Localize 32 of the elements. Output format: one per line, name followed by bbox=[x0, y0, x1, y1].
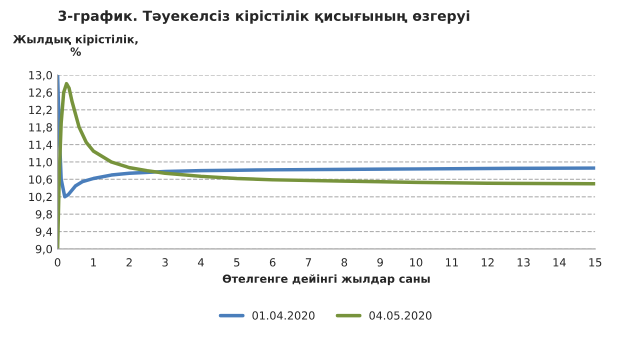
x-tick-label: 5 bbox=[234, 258, 240, 267]
y-tick-label: 11,4 bbox=[29, 140, 52, 150]
x-tick-label: 0 bbox=[54, 258, 60, 267]
y-tick-label: 11,0 bbox=[29, 158, 52, 168]
y-tick-label: 13,0 bbox=[29, 70, 52, 81]
x-tick-label: 2 bbox=[126, 258, 132, 266]
y-tick-label: 10,2 bbox=[29, 192, 52, 202]
x-tick-label: 1 bbox=[91, 258, 96, 266]
legend-label: 01.04.2020 bbox=[252, 311, 315, 320]
legend-label: 04.05.2020 bbox=[369, 311, 432, 320]
y-axis-title: Жылдық кірістілік, % bbox=[12, 34, 138, 56]
x-tick-label: 3 bbox=[162, 258, 168, 267]
y-tick-label: 11,8 bbox=[29, 123, 52, 133]
x-axis-title: Өтелгенге дейінгі жылдар саны bbox=[222, 274, 430, 286]
y-tick-label: 9,4 bbox=[36, 228, 52, 238]
x-tick-label: 4 bbox=[198, 258, 204, 266]
x-tick-label: 13 bbox=[518, 258, 530, 267]
x-tick-label: 6 bbox=[270, 258, 276, 267]
x-tick-label: 15 bbox=[589, 258, 602, 267]
y-tick-label: 12,2 bbox=[29, 106, 52, 116]
x-tick-label: 8 bbox=[342, 258, 348, 267]
y-tick-label: 10,6 bbox=[29, 175, 52, 185]
x-tick-label: 14 bbox=[554, 258, 566, 266]
x-tick-label: 7 bbox=[306, 258, 312, 266]
x-tick-label: 10 bbox=[410, 258, 422, 267]
chart-title: 3-график. Тәуекелсіз кірістілік қисығының өзгеруі bbox=[58, 10, 470, 24]
y-tick-label: 9,0 bbox=[36, 244, 52, 254]
y-tick-label: 12,6 bbox=[29, 88, 52, 98]
y-tick-label: 9,8 bbox=[36, 210, 52, 220]
x-tick-label: 12 bbox=[482, 258, 494, 266]
x-tick-label: 9 bbox=[377, 258, 383, 267]
x-tick-label: 11 bbox=[446, 258, 458, 266]
